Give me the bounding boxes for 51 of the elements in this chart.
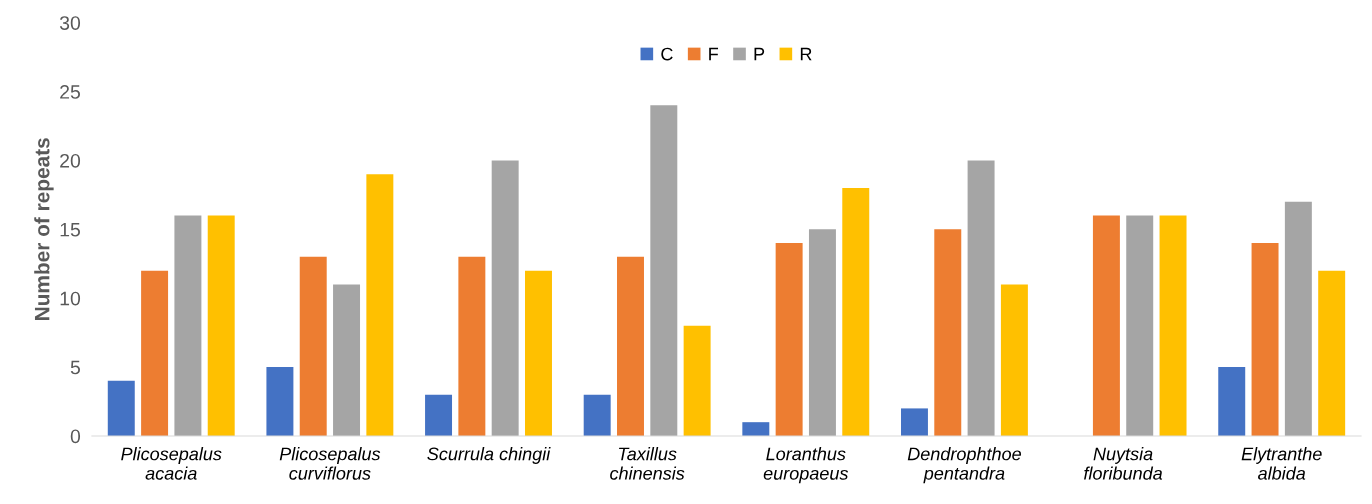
bar (900, 408, 928, 436)
y-axis-title: Number of repeats (34, 138, 54, 320)
legend-label: P (754, 47, 765, 61)
x-tick-label: Plicosepalus curviflorus (279, 447, 381, 480)
bar (683, 325, 711, 436)
bar (742, 422, 770, 436)
bar (1284, 201, 1312, 436)
bar (1218, 367, 1246, 436)
x-tick-label: Taxillus chinensis (610, 447, 685, 480)
bar (650, 105, 678, 436)
y-tick-label: 30 (59, 16, 81, 30)
bar (425, 394, 453, 436)
x-tick-label: Loranthus europaeus (763, 447, 849, 484)
y-tick-label: 5 (70, 360, 80, 375)
y-tick-label: 0 (70, 429, 81, 444)
bar (266, 367, 294, 436)
bar (775, 243, 803, 436)
bar (1318, 270, 1346, 436)
bar (1159, 215, 1187, 436)
bar (333, 284, 361, 436)
x-tick-label: Dendrophthoe pentandra (907, 447, 1021, 484)
bar (1126, 215, 1154, 436)
y-tick-label: 20 (60, 153, 81, 168)
bar (583, 394, 611, 436)
bar (366, 174, 394, 436)
bar (141, 270, 169, 436)
bar (299, 256, 327, 436)
x-tick-label: Nuytsia floribunda (1084, 447, 1163, 480)
bar (174, 215, 202, 436)
bar (491, 160, 519, 436)
bar (1000, 284, 1028, 436)
x-tick-label: Elytranthe albida (1241, 447, 1322, 480)
bar (1092, 215, 1120, 436)
bar (808, 229, 836, 436)
x-tick-label: Plicosepalus acacia (121, 447, 222, 480)
legend-label: R (800, 47, 812, 61)
bar (1251, 243, 1279, 436)
bar (458, 256, 486, 436)
y-tick-label: 25 (60, 85, 80, 99)
bar (107, 380, 135, 436)
y-tick-label: 15 (60, 222, 80, 237)
x-tick-label: Scurrula chingii (427, 447, 551, 464)
bar (207, 215, 235, 436)
bar (525, 270, 552, 436)
bar (842, 187, 870, 436)
legend-label: F (709, 47, 719, 61)
bar (617, 256, 644, 436)
bar (934, 229, 962, 436)
y-tick-label: 10 (60, 291, 81, 306)
legend-label: C (661, 47, 673, 61)
bar (967, 160, 995, 436)
